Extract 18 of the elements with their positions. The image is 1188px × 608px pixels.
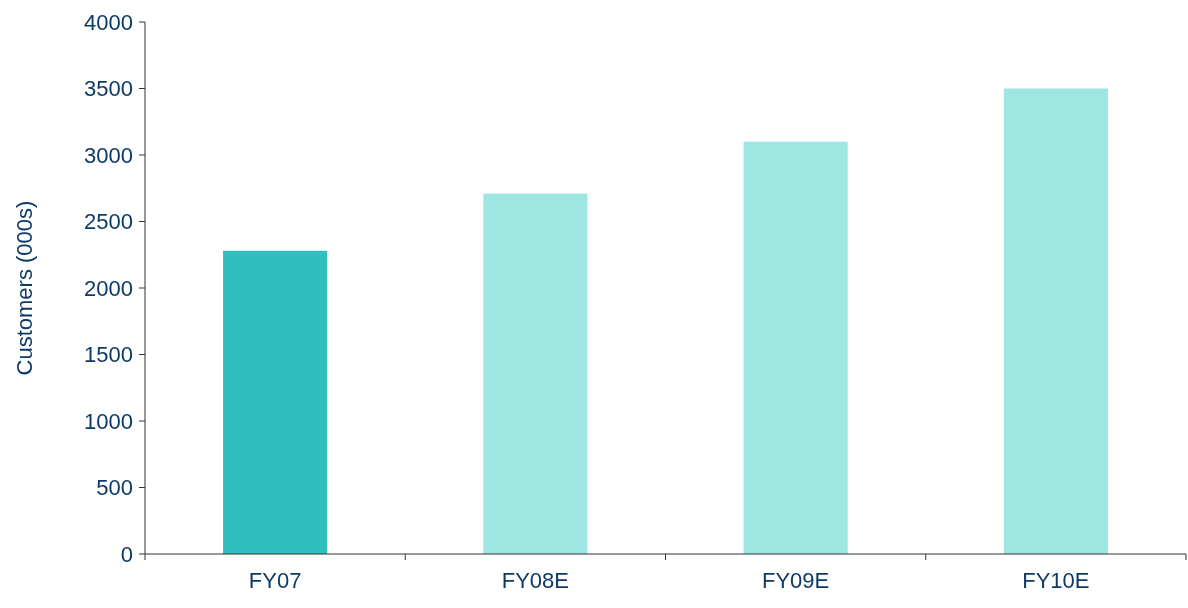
y-tick-label: 3500 xyxy=(84,76,133,102)
x-tick-label: FY07 xyxy=(248,568,302,593)
y-tick-label: 1500 xyxy=(84,342,133,368)
x-tick-label: FY09E xyxy=(761,568,830,593)
y-tick-label: 500 xyxy=(96,475,133,501)
y-tick-label: 2000 xyxy=(84,275,133,301)
y-tick-label: 0 xyxy=(120,541,133,567)
x-tick-label: FY10E xyxy=(1022,568,1090,593)
bar xyxy=(223,250,328,554)
bar xyxy=(743,141,848,554)
bar xyxy=(1003,88,1108,554)
y-tick-label: 3000 xyxy=(84,142,133,168)
bar xyxy=(483,193,588,554)
x-tick-label: FY08E xyxy=(501,568,570,593)
y-tick-label: 1000 xyxy=(84,408,133,434)
y-axis-title: Customers (000s) xyxy=(12,200,37,376)
y-tick-label: 2500 xyxy=(84,209,133,235)
y-tick-label: 4000 xyxy=(84,9,133,35)
